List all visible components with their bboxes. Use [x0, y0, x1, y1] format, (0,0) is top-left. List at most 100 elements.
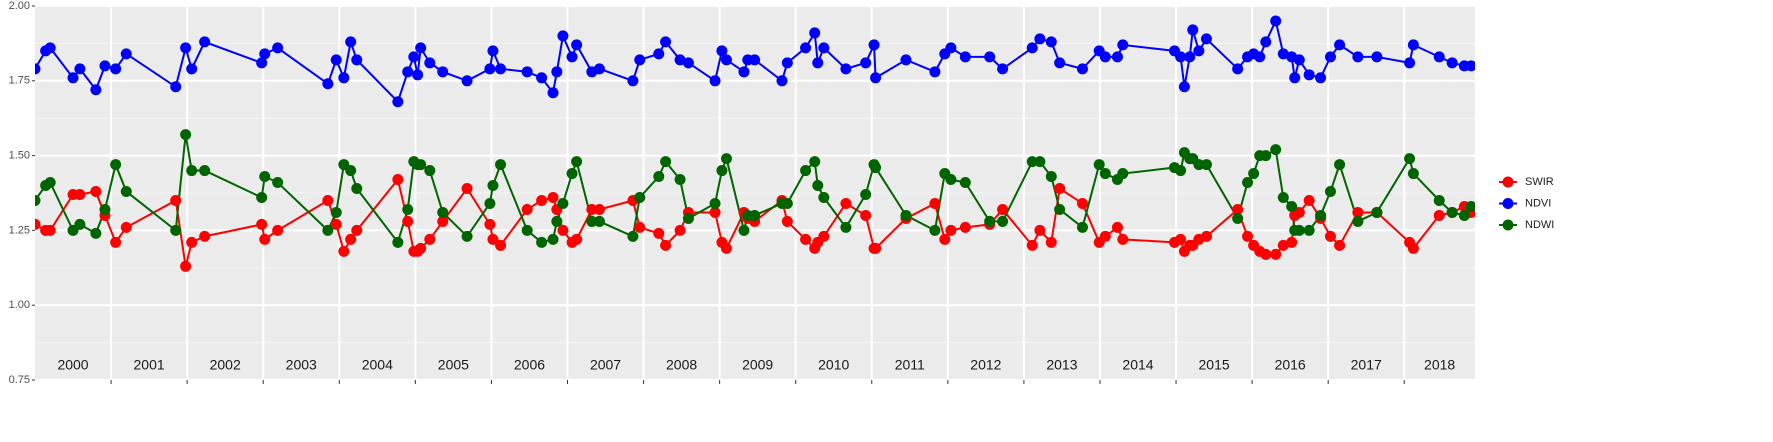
year-label: 2018	[1424, 357, 1455, 373]
data-point	[1045, 36, 1057, 48]
data-point	[781, 215, 793, 227]
data-point	[1277, 191, 1289, 203]
data-point	[860, 57, 872, 69]
data-point	[90, 84, 102, 96]
data-point	[44, 42, 56, 54]
data-point	[1045, 171, 1057, 183]
data-point	[1371, 51, 1383, 63]
data-point	[67, 72, 79, 84]
data-point	[44, 177, 56, 189]
data-point	[1407, 168, 1419, 180]
data-point	[929, 66, 941, 78]
data-point	[259, 48, 271, 60]
data-point	[900, 54, 912, 66]
data-point	[776, 75, 788, 87]
data-point	[929, 224, 941, 236]
data-point	[1260, 36, 1272, 48]
data-point	[408, 51, 420, 63]
data-point	[749, 209, 761, 221]
data-point	[586, 215, 598, 227]
data-point	[1446, 57, 1458, 69]
data-point	[557, 224, 569, 236]
data-point	[720, 153, 732, 165]
year-label: 2015	[1199, 357, 1230, 373]
data-point	[495, 239, 507, 251]
data-point	[1099, 168, 1111, 180]
data-point	[720, 242, 732, 254]
year-label: 2016	[1275, 357, 1306, 373]
data-point	[402, 215, 414, 227]
data-point	[1303, 194, 1315, 206]
data-point	[945, 224, 957, 236]
data-point	[1175, 165, 1187, 177]
data-point	[1465, 200, 1475, 212]
data-point	[484, 197, 496, 209]
data-point	[521, 203, 533, 215]
data-point	[1232, 203, 1244, 215]
data-point	[868, 39, 880, 51]
data-point	[870, 72, 882, 84]
data-point	[495, 159, 507, 171]
data-point	[120, 48, 132, 60]
data-point	[557, 30, 569, 42]
data-point	[415, 242, 427, 254]
data-point	[809, 27, 821, 39]
data-point	[1200, 159, 1212, 171]
data-point	[1232, 63, 1244, 75]
data-point	[1076, 63, 1088, 75]
data-point	[186, 236, 198, 248]
year-label: 2008	[666, 357, 697, 373]
data-point	[256, 218, 268, 230]
data-point	[929, 197, 941, 209]
data-point	[840, 63, 852, 75]
data-point	[1184, 51, 1196, 63]
data-point	[1293, 206, 1305, 218]
year-label: 2009	[742, 357, 773, 373]
data-point	[720, 54, 732, 66]
data-point	[1289, 72, 1301, 84]
data-point	[1286, 200, 1298, 212]
data-point	[412, 69, 424, 81]
data-point	[738, 66, 750, 78]
data-point	[566, 51, 578, 63]
data-point	[487, 45, 499, 57]
data-point	[351, 224, 363, 236]
data-point	[110, 236, 122, 248]
data-point	[461, 183, 473, 195]
data-point	[186, 165, 198, 177]
data-point	[345, 36, 357, 48]
data-point	[392, 174, 404, 186]
data-point	[35, 194, 41, 206]
data-point	[1111, 221, 1123, 233]
y-tick-label: 2.00	[9, 0, 30, 12]
data-point	[330, 218, 342, 230]
data-point	[1187, 24, 1199, 36]
data-point	[566, 168, 578, 180]
data-point	[1200, 230, 1212, 242]
data-point	[1193, 159, 1205, 171]
data-point	[818, 191, 830, 203]
year-label: 2010	[818, 357, 849, 373]
data-point	[812, 180, 824, 192]
data-point	[1026, 42, 1038, 54]
data-point	[392, 96, 404, 108]
data-point	[1117, 168, 1129, 180]
data-point	[870, 242, 882, 254]
data-point	[1260, 150, 1272, 162]
data-point	[1076, 197, 1088, 209]
data-point	[660, 239, 672, 251]
data-point	[424, 57, 436, 69]
data-point	[1324, 186, 1336, 198]
data-point	[984, 51, 996, 63]
data-point	[1407, 39, 1419, 51]
data-point	[259, 171, 271, 183]
data-point	[521, 224, 533, 236]
year-label: 2002	[210, 357, 241, 373]
data-point	[1407, 242, 1419, 254]
data-point	[738, 224, 750, 236]
data-point	[536, 194, 548, 206]
data-point	[1334, 239, 1346, 251]
data-point	[1034, 156, 1046, 168]
data-point	[1178, 81, 1190, 93]
data-point	[1303, 69, 1315, 81]
